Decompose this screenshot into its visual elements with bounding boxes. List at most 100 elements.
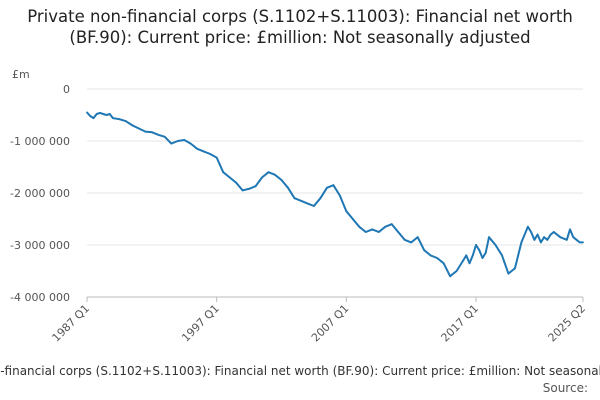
data-point-25 bbox=[222, 171, 225, 174]
data-point-16 bbox=[163, 135, 166, 138]
data-point-7 bbox=[108, 113, 111, 115]
data-point-34 bbox=[280, 179, 283, 181]
data-point-71 bbox=[494, 244, 497, 246]
data-point-29 bbox=[248, 187, 251, 190]
data-point-52 bbox=[397, 231, 400, 233]
data-point-78 bbox=[533, 238, 536, 241]
data-point-68 bbox=[481, 257, 484, 259]
data-point-76 bbox=[527, 225, 529, 228]
data-point-72 bbox=[501, 254, 503, 257]
data-point-91 bbox=[582, 241, 584, 244]
data-point-38 bbox=[306, 202, 309, 205]
y-tick-label-1: -1 000 000 bbox=[10, 135, 70, 148]
data-point-33 bbox=[274, 173, 276, 176]
data-point-13 bbox=[144, 130, 147, 133]
data-point-6 bbox=[105, 114, 108, 116]
data-point-80 bbox=[540, 241, 542, 244]
data-point-40 bbox=[319, 197, 322, 200]
y-tick-label-4: -4 000 000 bbox=[10, 291, 70, 304]
data-point-77 bbox=[530, 231, 532, 233]
data-point-22 bbox=[202, 150, 205, 153]
data-point-90 bbox=[578, 241, 581, 244]
data-point-59 bbox=[442, 262, 445, 265]
series-layer bbox=[86, 111, 584, 278]
data-point-50 bbox=[384, 225, 387, 228]
data-point-18 bbox=[176, 140, 179, 142]
data-point-79 bbox=[536, 233, 539, 236]
data-point-84 bbox=[552, 231, 555, 233]
chart-title: Private non-financial corps (S.1102+S.11… bbox=[27, 7, 573, 47]
data-point-39 bbox=[313, 205, 315, 207]
data-point-36 bbox=[293, 197, 296, 200]
x-tick-label-4: 2025 Q2 bbox=[546, 302, 589, 345]
data-point-27 bbox=[235, 181, 238, 184]
data-point-69 bbox=[484, 251, 487, 254]
data-point-35 bbox=[287, 186, 289, 189]
data-point-0 bbox=[86, 111, 88, 114]
legend: Private non-financial corps (S.1102+S.11… bbox=[0, 364, 600, 382]
x-tick-label-3: 2017 Q1 bbox=[439, 302, 482, 345]
data-point-14 bbox=[150, 131, 153, 134]
data-point-46 bbox=[358, 225, 361, 228]
data-point-20 bbox=[189, 142, 192, 145]
data-point-85 bbox=[559, 236, 562, 239]
data-point-73 bbox=[507, 272, 510, 275]
data-point-87 bbox=[569, 228, 571, 231]
data-point-66 bbox=[475, 244, 477, 246]
data-point-67 bbox=[478, 249, 481, 252]
data-point-74 bbox=[514, 267, 516, 270]
data-point-60 bbox=[449, 275, 451, 278]
data-point-65 bbox=[471, 254, 474, 257]
data-point-28 bbox=[241, 189, 244, 192]
data-point-5 bbox=[102, 113, 105, 115]
data-point-43 bbox=[339, 194, 341, 197]
y-tick-label-3: -3 000 000 bbox=[10, 239, 70, 252]
x-tick-label-1: 1997 Q1 bbox=[179, 302, 222, 345]
legend-label: Private non-financial corps (S.1102+S.11… bbox=[0, 364, 600, 378]
data-point-4 bbox=[99, 112, 101, 114]
data-point-44 bbox=[345, 210, 348, 213]
data-point-42 bbox=[332, 184, 335, 187]
gridlines bbox=[87, 88, 583, 298]
data-point-1 bbox=[89, 115, 92, 117]
data-point-54 bbox=[410, 241, 413, 244]
data-point-17 bbox=[170, 142, 173, 145]
data-point-55 bbox=[416, 236, 419, 239]
data-point-23 bbox=[209, 153, 212, 155]
y-tick-label-0: 0 bbox=[63, 83, 70, 96]
source-label: Source: bbox=[542, 381, 588, 395]
data-point-63 bbox=[465, 254, 468, 257]
data-point-62 bbox=[462, 259, 464, 262]
data-point-26 bbox=[228, 176, 231, 179]
data-point-37 bbox=[300, 199, 302, 202]
y-unit-label: £m bbox=[12, 68, 30, 81]
x-tick-label-0: 1987 Q1 bbox=[50, 302, 93, 345]
data-point-11 bbox=[131, 124, 134, 127]
data-point-12 bbox=[138, 127, 140, 130]
data-point-9 bbox=[118, 118, 121, 121]
data-point-19 bbox=[183, 139, 186, 141]
data-point-64 bbox=[468, 262, 471, 265]
data-point-57 bbox=[429, 254, 432, 257]
series-line-0 bbox=[86, 111, 583, 278]
data-point-56 bbox=[423, 249, 426, 252]
y-tick-label-2: -2 000 000 bbox=[10, 187, 70, 200]
data-point-15 bbox=[157, 133, 160, 136]
data-point-82 bbox=[546, 238, 549, 241]
data-point-70 bbox=[488, 236, 490, 239]
data-point-81 bbox=[543, 236, 545, 239]
data-point-51 bbox=[390, 223, 393, 226]
data-point-61 bbox=[455, 270, 458, 272]
data-point-21 bbox=[196, 147, 199, 150]
data-point-48 bbox=[371, 228, 374, 231]
data-point-75 bbox=[520, 241, 523, 244]
data-point-45 bbox=[351, 218, 354, 220]
data-point-89 bbox=[575, 238, 578, 241]
data-point-10 bbox=[125, 120, 127, 123]
data-point-32 bbox=[267, 171, 270, 174]
data-point-49 bbox=[377, 231, 380, 233]
data-point-88 bbox=[572, 236, 575, 239]
data-point-47 bbox=[364, 231, 367, 233]
data-point-41 bbox=[326, 186, 328, 189]
